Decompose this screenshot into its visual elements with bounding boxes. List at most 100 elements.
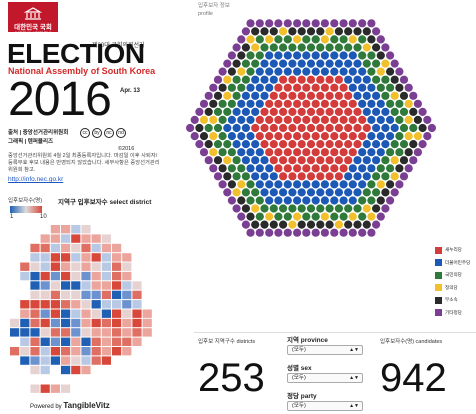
candidate-dot[interactable]	[302, 228, 311, 237]
candidate-dot[interactable]	[325, 140, 334, 149]
candidate-dot[interactable]	[283, 132, 292, 141]
candidate-dot[interactable]	[372, 27, 381, 36]
candidate-dot[interactable]	[237, 164, 246, 173]
candidate-dot[interactable]	[362, 172, 371, 181]
district-cell[interactable]	[71, 253, 81, 262]
candidate-dot[interactable]	[362, 188, 371, 197]
candidate-dot[interactable]	[423, 132, 432, 141]
candidate-dot[interactable]	[334, 188, 343, 197]
candidate-dot[interactable]	[227, 67, 236, 76]
candidate-dot[interactable]	[316, 27, 325, 36]
candidate-dot[interactable]	[237, 67, 246, 76]
district-cell[interactable]	[20, 356, 30, 365]
candidate-dot[interactable]	[344, 204, 353, 213]
district-cell[interactable]	[112, 347, 122, 356]
candidate-dot[interactable]	[362, 156, 371, 165]
district-cell[interactable]	[101, 328, 111, 337]
district-cell[interactable]	[20, 271, 30, 281]
district-cell[interactable]	[50, 271, 60, 281]
candidate-dot[interactable]	[293, 196, 302, 205]
candidate-dot[interactable]	[209, 115, 218, 124]
candidate-dot[interactable]	[269, 107, 278, 116]
candidate-dot[interactable]	[339, 164, 348, 173]
candidate-dot[interactable]	[297, 204, 306, 213]
candidate-dot[interactable]	[386, 83, 395, 92]
district-cell[interactable]	[132, 318, 142, 328]
candidate-dot[interactable]	[232, 156, 241, 165]
candidate-dot[interactable]	[376, 67, 385, 76]
candidate-dot[interactable]	[311, 51, 320, 60]
candidate-dot[interactable]	[246, 51, 255, 60]
candidate-dot[interactable]	[320, 132, 329, 141]
candidate-dot[interactable]	[269, 156, 278, 165]
candidate-dot[interactable]	[344, 27, 353, 36]
candidate-dot[interactable]	[390, 140, 399, 149]
candidate-dot[interactable]	[255, 228, 264, 237]
district-cell[interactable]	[91, 347, 101, 356]
candidate-dot[interactable]	[376, 51, 385, 60]
district-cell[interactable]	[132, 290, 142, 300]
candidate-dot[interactable]	[325, 204, 334, 213]
candidate-dot[interactable]	[427, 123, 436, 133]
candidate-dot[interactable]	[306, 140, 316, 149]
candidate-dot[interactable]	[390, 75, 399, 84]
candidate-dot[interactable]	[269, 123, 278, 133]
candidate-dot[interactable]	[311, 115, 320, 124]
district-cell[interactable]	[40, 234, 50, 243]
candidate-dot[interactable]	[367, 19, 376, 28]
candidate-dot[interactable]	[390, 156, 399, 165]
candidate-dot[interactable]	[288, 140, 297, 149]
candidate-dot[interactable]	[279, 43, 288, 52]
district-cell[interactable]	[101, 290, 111, 300]
candidate-dot[interactable]	[246, 67, 255, 76]
candidate-dot[interactable]	[213, 123, 223, 133]
candidate-dot[interactable]	[330, 212, 339, 221]
candidate-dot[interactable]	[386, 196, 395, 205]
candidate-dot[interactable]	[255, 115, 264, 124]
candidate-dot[interactable]	[213, 140, 223, 149]
candidate-dot[interactable]	[330, 228, 339, 237]
district-cell[interactable]	[142, 309, 152, 318]
district-cell[interactable]	[61, 271, 71, 281]
candidate-dot[interactable]	[279, 107, 288, 116]
district-cell[interactable]	[30, 300, 40, 309]
candidate-dot[interactable]	[237, 212, 246, 221]
candidate-dot[interactable]	[260, 220, 269, 229]
candidate-dot[interactable]	[381, 123, 390, 133]
candidate-dot[interactable]	[265, 35, 274, 44]
candidate-dot[interactable]	[344, 123, 353, 133]
district-cell[interactable]	[10, 318, 20, 328]
candidate-dot[interactable]	[362, 43, 371, 52]
candidate-dot[interactable]	[362, 75, 371, 84]
district-cell[interactable]	[50, 328, 60, 337]
district-cell[interactable]	[20, 337, 30, 346]
district-cell[interactable]	[81, 318, 91, 328]
candidate-dot[interactable]	[255, 35, 264, 44]
candidate-dot[interactable]	[367, 196, 376, 205]
candidate-dot[interactable]	[232, 107, 241, 116]
candidate-dot[interactable]	[386, 115, 395, 124]
candidate-dot[interactable]	[372, 75, 381, 84]
candidate-dot[interactable]	[302, 132, 311, 141]
candidate-dot[interactable]	[320, 99, 329, 108]
candidate-dot[interactable]	[381, 91, 390, 100]
candidate-dot[interactable]	[372, 91, 381, 100]
candidate-dot[interactable]	[293, 83, 302, 92]
candidate-dot[interactable]	[293, 164, 302, 173]
candidate-dot[interactable]	[283, 180, 292, 189]
district-cell[interactable]	[81, 253, 91, 262]
candidate-dot[interactable]	[255, 212, 264, 221]
candidate-dot[interactable]	[293, 180, 302, 189]
candidate-dot[interactable]	[255, 19, 264, 28]
candidate-dot[interactable]	[274, 180, 283, 189]
candidate-dot[interactable]	[344, 43, 353, 52]
candidate-dot[interactable]	[316, 220, 325, 229]
candidate-dot[interactable]	[330, 35, 339, 44]
candidate-dot[interactable]	[237, 180, 246, 189]
district-cell[interactable]	[40, 281, 50, 290]
candidate-dot[interactable]	[246, 148, 255, 157]
candidate-dot[interactable]	[288, 204, 297, 213]
district-cell[interactable]	[20, 300, 30, 309]
candidate-dot[interactable]	[297, 27, 306, 36]
candidate-dot[interactable]	[269, 220, 278, 229]
